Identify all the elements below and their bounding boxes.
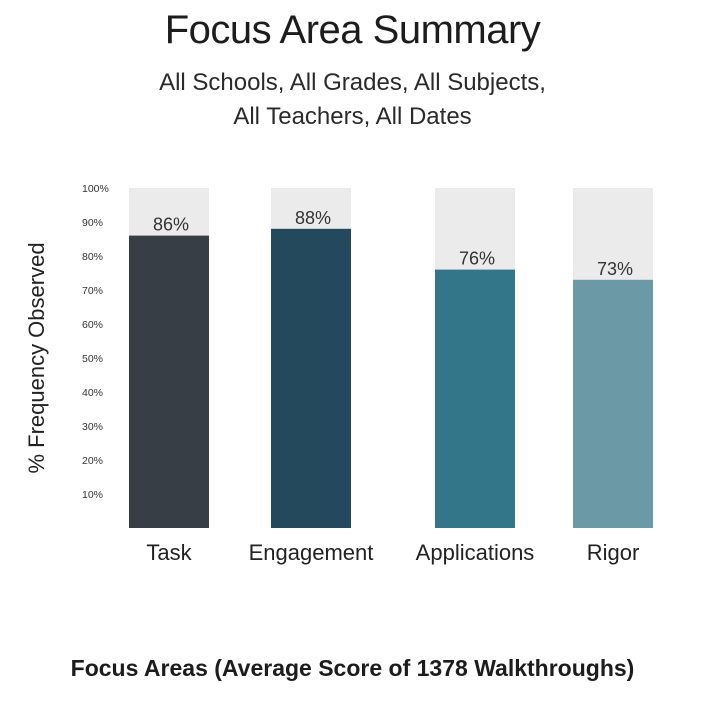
y-tick-label: 10% bbox=[82, 489, 103, 501]
y-tick-label: 80% bbox=[82, 251, 103, 263]
data-label: 76% bbox=[459, 249, 495, 269]
bar-chart: % Frequency Observed 10% 20% 30% 40% 50% 60% 7… bbox=[24, 183, 653, 565]
y-axis-title: % Frequency Observed bbox=[24, 242, 49, 473]
y-tick-label: 70% bbox=[82, 285, 103, 297]
chart-subtitle: All Schools, All Grades, All Subjects, A… bbox=[0, 66, 705, 134]
subtitle-line-1: All Schools, All Grades, All Subjects, bbox=[159, 69, 546, 96]
y-tick-label: 50% bbox=[82, 353, 103, 365]
chart-title: Focus Area Summary bbox=[164, 8, 541, 52]
subtitle-line-2: All Teachers, All Dates bbox=[233, 103, 472, 130]
y-tick-label: 20% bbox=[82, 455, 103, 467]
y-axis-ticks: 10% 20% 30% 40% 50% 60% 70% 80% 90% 100% bbox=[82, 183, 109, 501]
data-label: 86% bbox=[153, 215, 189, 235]
category-label: Engagement bbox=[249, 540, 374, 565]
bar-engagement bbox=[271, 228, 351, 529]
y-tick-label: 30% bbox=[82, 421, 103, 433]
y-axis-label-group: % Frequency Observed bbox=[24, 242, 49, 473]
category-label: Task bbox=[146, 540, 192, 565]
bar-applications bbox=[435, 269, 515, 528]
category-label: Rigor bbox=[587, 540, 640, 565]
bar-task bbox=[129, 235, 209, 528]
bars: 86% 88% 76% 73% bbox=[129, 188, 653, 529]
y-tick-label: 40% bbox=[82, 387, 103, 399]
y-tick-label: 90% bbox=[82, 217, 103, 229]
data-label: 73% bbox=[597, 259, 633, 279]
x-axis-label: Focus Areas (Average Score of 1378 Walkt… bbox=[70, 655, 635, 681]
y-tick-label: 60% bbox=[82, 319, 103, 331]
category-label: Applications bbox=[416, 540, 535, 565]
bar-rigor bbox=[573, 279, 653, 528]
x-axis-categories: Task Engagement Applications Rigor bbox=[146, 540, 639, 565]
y-tick-label: 100% bbox=[82, 183, 109, 195]
data-label: 88% bbox=[295, 208, 331, 228]
